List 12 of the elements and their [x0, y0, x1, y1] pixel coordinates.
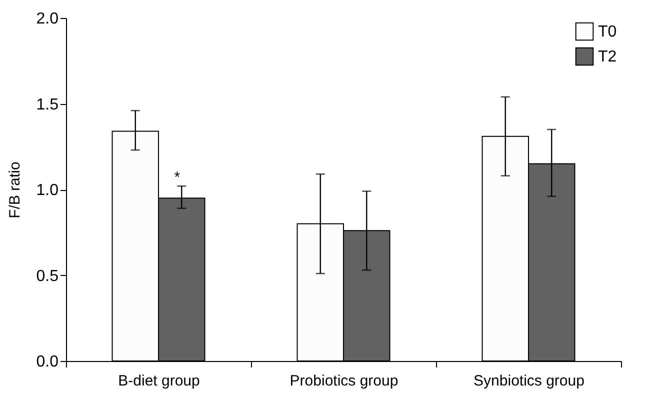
y-tick-label: 0.5 — [36, 268, 59, 285]
y-tick-label: 1.5 — [36, 96, 59, 114]
legend-label: T2 — [598, 48, 617, 66]
y-axis-title: F/B ratio — [6, 162, 24, 218]
annotation: * — [174, 169, 180, 186]
x-tick-label: Synbiotics group — [474, 372, 584, 390]
x-tick-label: Probiotics group — [290, 372, 398, 390]
y-tick-label: 2.0 — [36, 10, 59, 28]
legend-label: T0 — [598, 24, 617, 40]
x-tick-label: B-diet group — [118, 372, 200, 390]
y-tick-label: 0.0 — [36, 354, 59, 370]
y-tick-label: 1.0 — [36, 182, 59, 199]
